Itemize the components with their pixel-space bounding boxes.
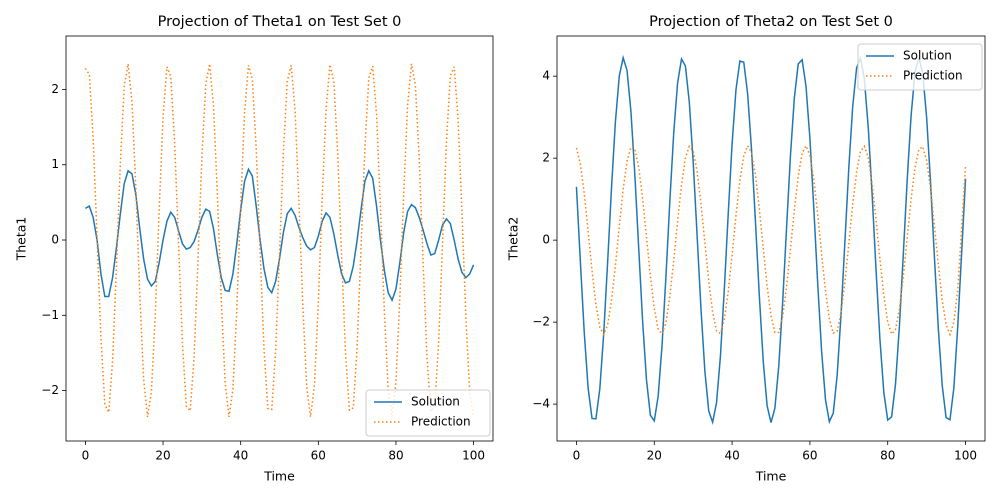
x-tick-label: 0 [82,449,90,463]
y-tick-label: −2 [41,383,59,397]
x-tick-label: 40 [233,449,248,463]
x-tick-label: 0 [573,449,581,463]
x-tick-label: 20 [647,449,662,463]
x-tick-label: 60 [802,449,817,463]
x-tick-label: 100 [954,449,977,463]
x-tick-label: 60 [311,449,326,463]
y-tick-label: −1 [41,308,59,322]
y-tick-label: 0 [542,233,550,247]
axes-frame [556,35,986,442]
y-tick-label: −2 [532,315,550,329]
y-tick-label: 1 [51,157,59,171]
y-axis-label: Theta2 [506,217,521,262]
legend: Solution Prediction [857,43,983,91]
legend: Solution Prediction [365,389,491,437]
plot-area [84,63,475,418]
chart-title: Projection of Theta1 on Test Set 0 [158,14,402,30]
y-axis-label: Theta1 [14,217,29,262]
x-axis-label: Time [755,469,787,484]
x-tick-label: 20 [155,449,170,463]
x-tick-label: 100 [462,449,485,463]
legend-label: Prediction [903,69,963,83]
y-tick-label: −4 [532,397,550,411]
y-tick-label: 0 [51,233,59,247]
series-line [575,54,967,425]
axes-frame [65,35,494,442]
y-tick-label: 2 [51,82,59,96]
x-tick-label: 80 [880,449,895,463]
x-tick-label: 80 [388,449,403,463]
series-line [575,144,967,337]
legend-label: Solution [411,395,460,409]
chart-title: Projection of Theta2 on Test Set 0 [649,14,893,30]
y-tick-label: 2 [542,151,550,165]
series-line [84,63,475,418]
x-axis-label: Time [263,469,295,484]
x-tick-label: 40 [724,449,739,463]
series-line [85,167,475,303]
legend-label: Solution [903,49,952,63]
legend-label: Prediction [411,415,471,429]
y-tick-label: 4 [542,69,550,83]
plot-area [575,54,967,425]
